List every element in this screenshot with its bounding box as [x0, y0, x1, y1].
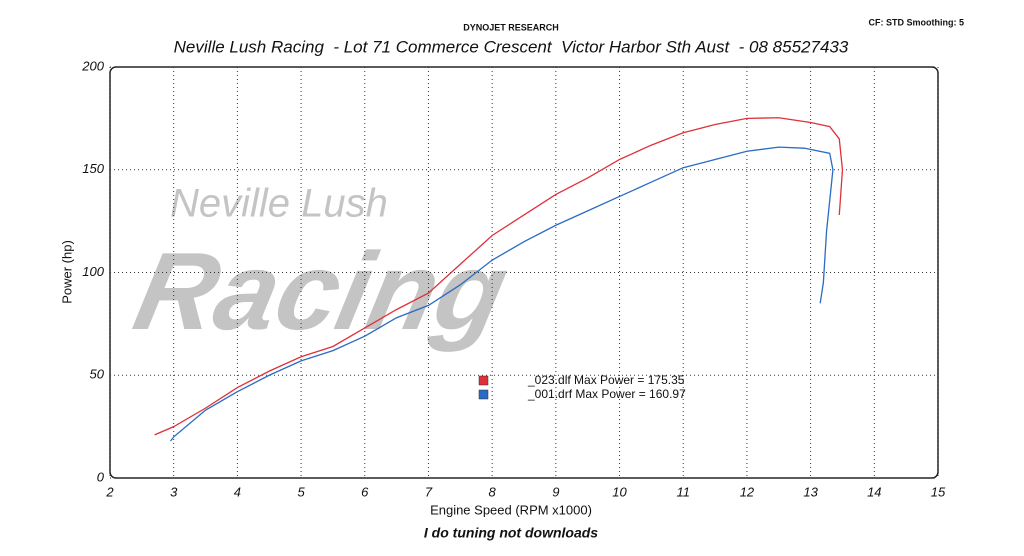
- y-tick-label: 0: [97, 469, 105, 484]
- x-tick-label: 5: [297, 484, 305, 499]
- x-tick-label: 12: [740, 484, 755, 499]
- x-tick-label: 13: [803, 484, 818, 499]
- x-tick-label: 4: [234, 484, 241, 499]
- y-tick-label: 50: [90, 367, 105, 382]
- settings-label: CF: STD Smoothing: 5: [869, 17, 965, 27]
- x-tick-label: 15: [931, 484, 946, 499]
- x-tick-label: 2: [105, 484, 114, 499]
- header: DYNOJET RESEARCH: [463, 22, 559, 32]
- y-tick-label: 200: [81, 58, 104, 73]
- watermark: Neville Lush: [170, 182, 388, 226]
- x-axis-label: Engine Speed (RPM x1000): [430, 502, 592, 517]
- x-tick-label: 8: [489, 484, 497, 499]
- legend-entry: _001.drf Max Power = 160.97: [527, 387, 686, 401]
- x-tick-label: 11: [676, 484, 690, 499]
- x-tick-label: 3: [170, 484, 178, 499]
- footer: I do tuning not downloads: [424, 525, 598, 541]
- chart-title: Neville Lush Racing - Lot 71 Commerce Cr…: [174, 37, 849, 56]
- legend-swatch: [478, 389, 489, 400]
- y-tick-label: 150: [82, 161, 104, 176]
- power-line: [154, 117, 844, 436]
- y-tick-label: 100: [82, 264, 104, 279]
- power-line: [169, 146, 834, 442]
- x-tick-label: 10: [612, 484, 627, 499]
- x-tick-label: 9: [552, 484, 559, 499]
- watermark: Racing: [125, 229, 518, 353]
- x-tick-label: 7: [425, 484, 433, 499]
- y-axis-label: Power (hp): [59, 240, 74, 304]
- legend-swatch: [478, 375, 489, 386]
- legend-entry: _023.dlf Max Power = 175.35: [527, 373, 685, 387]
- x-tick-label: 6: [361, 484, 369, 499]
- x-tick-label: 14: [867, 484, 881, 499]
